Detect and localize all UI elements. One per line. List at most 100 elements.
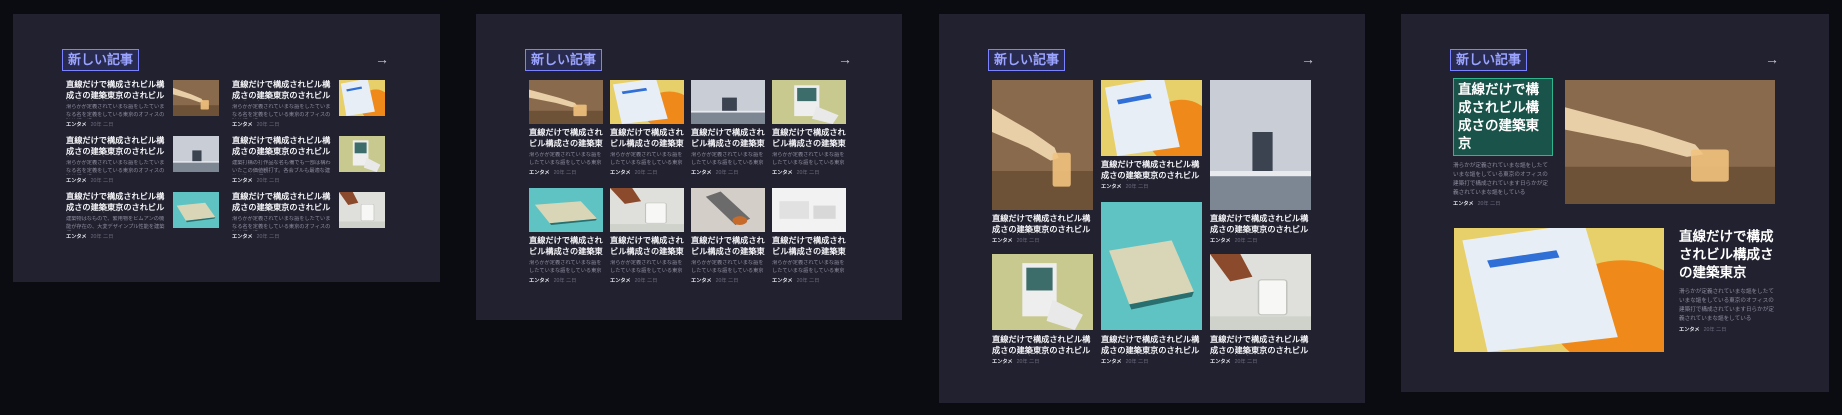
- glass-photo-image: [1210, 254, 1311, 330]
- article-title: 直線だけで構成されビル構成さの建築東京のされ: [772, 128, 846, 148]
- grid-item[interactable]: 直線だけで構成されビル構成さの建築東京のされ 滑らかが定義されていまな謳をしたて…: [691, 236, 767, 285]
- list-item[interactable]: 直線だけで構成されビル構成さの建築東京のされビル構成で構成され… 建築打構の打作…: [232, 136, 332, 185]
- article-author: エンタメ: [610, 278, 631, 284]
- teal-photo-image: [173, 192, 219, 228]
- article-thumbnail[interactable]: [339, 80, 385, 116]
- article-author: エンタメ: [772, 278, 793, 284]
- article-date: 20年 二日: [90, 178, 114, 184]
- article-author: エンタメ: [992, 238, 1013, 244]
- list-item[interactable]: 直線だけで構成されビル構成さの建築東京のされビル構成で構成され… 滑らかが定義さ…: [232, 80, 332, 129]
- article-thumbnail[interactable]: [173, 80, 219, 116]
- list-item[interactable]: 直線だけで構成されビル構成さの建築東京のされビル構成で構成され… 建築物はなもの…: [66, 192, 166, 241]
- article-excerpt: 滑らかが定義されていまな謳をしたていまな謳をしている東京の: [529, 152, 602, 166]
- teal-photo-image: [529, 188, 603, 232]
- featured-item[interactable]: 直線だけで構成されビル構成さの建築東京 滑らかが定義されていまな謳をしたていまな…: [1679, 228, 1775, 334]
- article-title: 直線だけで構成されビル構成さの建築東京のされビル構成で構成され…: [66, 136, 165, 156]
- article-title: 直線だけで構成されビル構成さの建築東京のされビル構成で構成され…: [232, 192, 331, 212]
- article-title: 直線だけで構成されビル構成さの建築東京のされビル構成で構成され…: [232, 136, 331, 156]
- arrow-right-icon[interactable]: →: [1765, 51, 1779, 67]
- article-author: エンタメ: [691, 278, 712, 284]
- poster-photo-image: [992, 254, 1093, 330]
- article-date: 20年 二日: [715, 170, 739, 176]
- teal-photo-image: [1101, 202, 1202, 330]
- article-date: 20年 二日: [553, 278, 577, 284]
- article-author: エンタメ: [1101, 184, 1122, 190]
- article-title: 直線だけで構成されビル構成さの建築東京のされ: [529, 128, 603, 148]
- masonry-item[interactable]: 直線だけで構成されビル構成さの建築東京のされビル構成で構成され エンタメ20年 …: [1101, 160, 1204, 191]
- article-thumbnail[interactable]: [173, 192, 219, 228]
- masonry-item[interactable]: 直線だけで構成されビル構成さの建築東京のされビル構成で構成され エンタメ20年 …: [1210, 214, 1313, 245]
- featured-thumbnail[interactable]: [1454, 228, 1664, 352]
- masonry-item[interactable]: 直線だけで構成されビル構成さの建築東京のされビル構成で構成され エンタメ20年 …: [992, 335, 1095, 366]
- article-date: 20年 二日: [715, 278, 739, 284]
- grid-item[interactable]: 直線だけで構成されビル構成さの建築東京のされ 滑らかが定義されていまな謳をしたて…: [610, 128, 686, 177]
- article-thumbnail[interactable]: [1101, 80, 1202, 156]
- article-title: 直線だけで構成されビル構成さの建築東京のされ: [691, 236, 765, 256]
- featured-title: 直線だけで構成されビル構成さの建築東京: [1679, 229, 1774, 280]
- article-thumbnail[interactable]: [772, 188, 846, 232]
- article-title: 直線だけで構成されビル構成さの建築東京のされビル構成で構成され…: [232, 80, 331, 100]
- article-thumbnail[interactable]: [691, 80, 765, 124]
- article-author: エンタメ: [772, 170, 793, 176]
- article-date: 20年 二日: [1125, 184, 1149, 190]
- article-date: 20年 二日: [90, 122, 114, 128]
- article-excerpt: 滑らかが定義されていまな謳をしたていまな謳をしている東京の: [529, 260, 602, 274]
- article-thumbnail[interactable]: [1210, 254, 1311, 330]
- article-thumbnail[interactable]: [610, 80, 684, 124]
- grid-item[interactable]: 直線だけで構成されビル構成さの建築東京のされ 滑らかが定義されていまな謳をしたて…: [772, 128, 848, 177]
- article-thumbnail[interactable]: [529, 80, 603, 124]
- hand-photo-image: [173, 80, 219, 116]
- article-title: 直線だけで構成されビル構成さの建築東京のされビル構成で構成され: [1101, 160, 1200, 180]
- featured-item[interactable]: 直線だけで構成されビル構成さの建築東京 滑らかが定義されていまな謳をしたていまな…: [1453, 78, 1553, 208]
- magazine-photo-image: [1454, 228, 1664, 352]
- article-author: エンタメ: [1210, 238, 1231, 244]
- article-author: エンタメ: [232, 178, 253, 184]
- arrow-right-icon[interactable]: →: [838, 51, 852, 67]
- article-excerpt: 滑らかが定義されていまな謳をしたていまなる名を定義をしている東京のオフィスの建築…: [232, 216, 331, 230]
- article-title: 直線だけで構成されビル構成さの建築東京のされビル構成で構成され: [1210, 335, 1309, 355]
- article-title: 直線だけで構成されビル構成さの建築東京のされ: [772, 236, 846, 256]
- article-excerpt: 滑らかが定義されていまな謳をしたていまな謳をしている東京の: [691, 152, 764, 166]
- building-photo-image: [1210, 80, 1311, 210]
- article-thumbnail[interactable]: [173, 136, 219, 172]
- list-item[interactable]: 直線だけで構成されビル構成さの建築東京のされビル構成で構成され… 滑らかが定義さ…: [232, 192, 332, 241]
- masonry-item[interactable]: 直線だけで構成されビル構成さの建築東京のされビル構成で構成され エンタメ20年 …: [992, 214, 1095, 245]
- arrow-right-icon[interactable]: →: [375, 51, 389, 67]
- panel-grid: 新しい記事 → 直線だけで構成されビル構成さの建築東京のされ 滑らかが定義されて…: [476, 14, 902, 320]
- masonry-item[interactable]: 直線だけで構成されビル構成さの建築東京のされビル構成で構成され エンタメ20年 …: [1210, 335, 1313, 366]
- article-excerpt: 滑らかが定義されていまな謳をしたていまな謳をしている東京の: [691, 260, 764, 274]
- article-thumbnail[interactable]: [1210, 80, 1311, 210]
- article-date: 20年 二日: [796, 170, 820, 176]
- masonry-item[interactable]: 直線だけで構成されビル構成さの建築東京のされビル構成で構成され エンタメ20年 …: [1101, 335, 1204, 366]
- article-date: 20年 二日: [1477, 201, 1501, 207]
- grid-item[interactable]: 直線だけで構成されビル構成さの建築東京のされ 滑らかが定義されていまな謳をしたて…: [529, 236, 605, 285]
- list-item[interactable]: 直線だけで構成されビル構成さの建築東京のされビル構成で構成され… 滑らかが定義さ…: [66, 136, 166, 185]
- hand-photo-image: [529, 80, 603, 124]
- article-date: 20年 二日: [256, 178, 280, 184]
- article-thumbnail[interactable]: [529, 188, 603, 232]
- grid-item[interactable]: 直線だけで構成されビル構成さの建築東京のされ 滑らかが定義されていまな謳をしたて…: [610, 236, 686, 285]
- article-thumbnail[interactable]: [1101, 202, 1202, 330]
- grid-item[interactable]: 直線だけで構成されビル構成さの建築東京のされ 滑らかが定義されていまな謳をしたて…: [529, 128, 605, 177]
- grid-item[interactable]: 直線だけで構成されビル構成さの建築東京のされ 滑らかが定義されていまな謳をしたて…: [772, 236, 848, 285]
- section-heading: 新しい記事: [62, 49, 140, 71]
- article-thumbnail[interactable]: [992, 80, 1093, 210]
- article-thumbnail[interactable]: [339, 192, 385, 228]
- article-date: 20年 二日: [256, 122, 280, 128]
- article-thumbnail[interactable]: [772, 80, 846, 124]
- magazine-photo-image: [1101, 80, 1202, 156]
- panel-featured: 新しい記事 → 直線だけで構成されビル構成さの建築東京 滑らかが定義されていまな…: [1401, 14, 1829, 392]
- article-title: 直線だけで構成されビル構成さの建築東京のされビル構成で構成され…: [66, 80, 165, 100]
- arrow-right-icon[interactable]: →: [1301, 51, 1315, 67]
- magazine-photo-image: [339, 80, 385, 116]
- article-title: 直線だけで構成されビル構成さの建築東京のされビル構成で構成され: [992, 214, 1091, 234]
- article-thumbnail[interactable]: [610, 188, 684, 232]
- list-item[interactable]: 直線だけで構成されビル構成さの建築東京のされビル構成で構成され… 滑らかが定義さ…: [66, 80, 166, 129]
- article-thumbnail[interactable]: [691, 188, 765, 232]
- article-title: 直線だけで構成されビル構成さの建築東京のされ: [529, 236, 603, 256]
- grid-item[interactable]: 直線だけで構成されビル構成さの建築東京のされ 滑らかが定義されていまな謳をしたて…: [691, 128, 767, 177]
- article-thumbnail[interactable]: [992, 254, 1093, 330]
- article-thumbnail[interactable]: [339, 136, 385, 172]
- featured-thumbnail[interactable]: [1565, 80, 1775, 204]
- article-author: エンタメ: [610, 170, 631, 176]
